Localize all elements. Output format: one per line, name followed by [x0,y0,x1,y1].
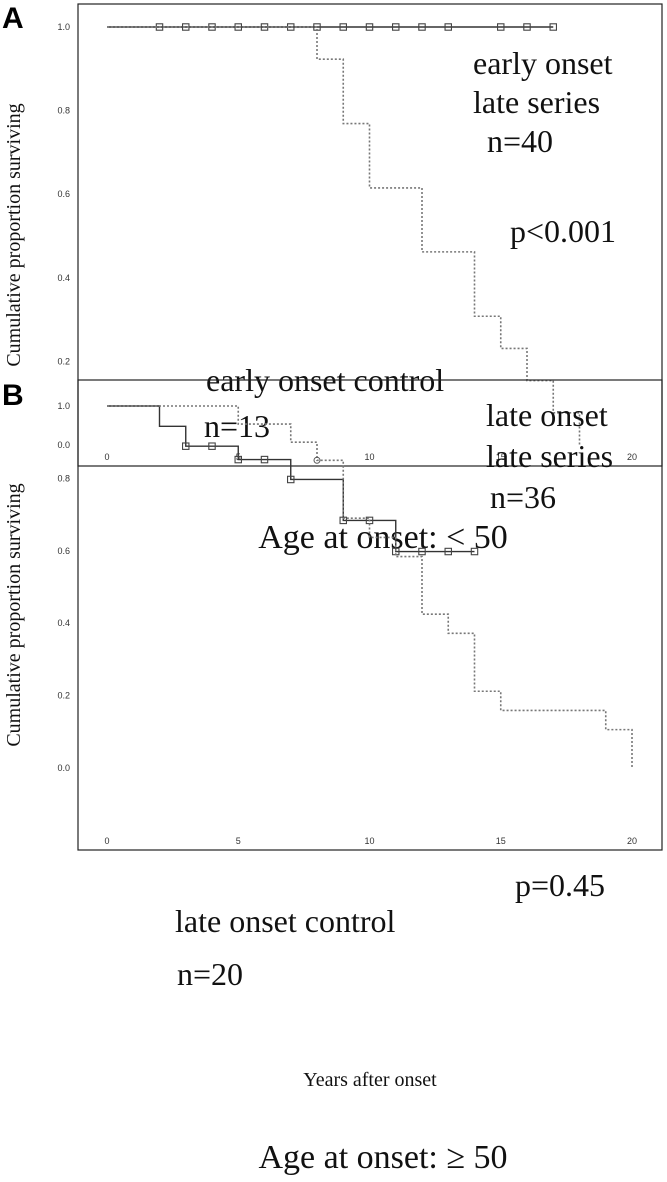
y-tick-label: 0.2 [57,691,70,701]
axis-ticks-b: 0.0 0.2 0.4 0.6 0.8 1.0 0 5 10 15 20 [57,401,637,846]
censor-mark [418,547,426,556]
censor-mark [523,23,531,31]
caption-b: Age at onset: ≥ 50 [258,1139,507,1176]
x-tick-label: 15 [496,836,506,846]
series-group-b [107,405,633,768]
censor-mark [365,23,374,31]
axis-ticks-a: 0.00.20.40.60.81.00 5 10 15 20 [57,22,637,462]
annotation-late-onset: late onset [486,397,608,433]
annotation-late-series-b: late series [486,438,613,474]
x-tick-label: 10 [364,452,374,462]
annotation-n-control-b: n=20 [177,956,243,992]
panel-letter-b: B [2,379,24,412]
censor-mark [418,23,426,31]
caption-a: Age at onset: < 50 [258,519,508,556]
y-tick-label: 0.8 [57,473,70,483]
x-tick-label: 20 [627,836,637,846]
censor-mark [313,456,321,464]
annotation-late-series-a: late series [473,84,600,120]
censor-mark [444,23,452,31]
censor-mark [549,23,557,31]
panel-a: A Cumulative proportion surviving 0.0 0.2… [2,2,663,556]
censor-mark [444,547,452,556]
series-dotted-line-a [107,26,581,445]
censor-mark [496,23,505,31]
censor-mark [339,516,347,525]
y-tick-label: 0.6 [57,189,70,199]
censor-mark [260,455,269,464]
y-axis-label-b: Cumulative proportion surviving [3,483,25,746]
annotation-p-value-b: p=0.45 [515,867,605,903]
y-tick-label: 0.0 [57,763,70,773]
censor-mark [391,23,400,31]
y-axis-label-a: Cumulative proportion surviving [3,103,25,366]
censor-mark [286,475,295,484]
annotation-control-b: late onset control [175,903,395,939]
y-tick-label: 0.8 [57,106,70,116]
annotation-n-late-a: n=40 [487,123,553,159]
annotation-n-late-b: n=36 [490,479,556,515]
censor-mark [234,455,243,464]
annotation-p-value-a: p<0.001 [510,213,616,249]
plot-frame-b [77,379,663,851]
y-tick-label: 0.6 [57,546,70,556]
x-tick-label: 15 [496,452,506,462]
series-solid-line-b [107,405,475,553]
x-tick-label: 0 [104,836,109,846]
y-tick-label: 1.0 [57,22,70,32]
annotation-n-control-a: n=13 [204,408,270,444]
y-tick-label: 0.0 [57,440,70,450]
censor-mark [339,23,347,31]
plot-frame-a [77,3,663,467]
censor-mark [208,442,216,450]
annotation-early-onset: early onset [473,45,613,81]
x-tick-label: 20 [627,452,637,462]
y-tick-label: 1.0 [57,401,70,411]
x-axis-label-b: Years after onset [303,1069,437,1091]
panel-letter-a: A [2,2,24,35]
x-tick-label: 10 [364,836,374,846]
y-tick-label: 0.2 [57,356,70,366]
x-tick-label: 0 [104,452,109,462]
y-tick-label: 0.4 [57,273,70,283]
censor-mark [470,547,479,556]
x-tick-label: 5 [236,836,241,846]
y-tick-label: 0.4 [57,618,70,628]
panel-b: B [2,379,663,1176]
censor-mark [182,442,190,450]
series-group-a [107,23,581,445]
